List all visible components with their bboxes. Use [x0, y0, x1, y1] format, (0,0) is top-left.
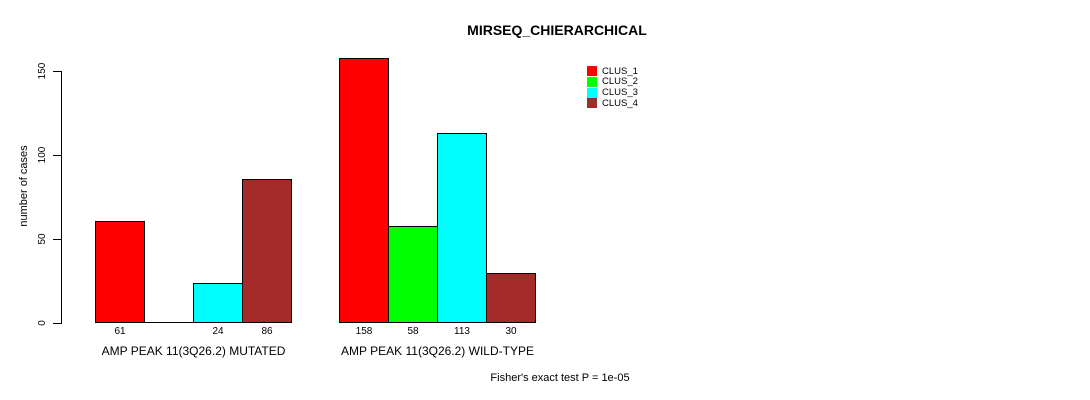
legend: CLUS_1 CLUS_2 CLUS_3 CLUS_4	[587, 66, 638, 109]
y-tick-label: 0	[37, 320, 48, 326]
x-axis-group-label: AMP PEAK 11(3Q26.2) MUTATED	[101, 344, 286, 358]
legend-item-clus_1: CLUS_1	[587, 66, 638, 77]
legend-label: CLUS_1	[602, 65, 638, 77]
y-tick-label: 100	[37, 146, 48, 164]
y-axis-tick	[53, 239, 61, 240]
bar-clus_3-group1	[193, 283, 243, 323]
y-axis-tick	[53, 155, 61, 156]
annotation-fisher-test: Fisher's exact test P = 1e-05	[490, 372, 630, 384]
legend-item-clus_2: CLUS_2	[587, 77, 638, 88]
legend-swatch-clus_1	[587, 66, 597, 77]
y-axis-tick	[53, 323, 61, 324]
bar-value-label: 158	[355, 326, 373, 337]
legend-swatch-clus_2	[587, 77, 597, 88]
bar-clus_3-group2	[437, 133, 487, 323]
x-axis-group-label: AMP PEAK 11(3Q26.2) WILD-TYPE	[341, 344, 534, 358]
bar-value-label: 58	[407, 326, 419, 337]
legend-swatch-clus_4	[587, 98, 597, 109]
y-tick-label: 150	[37, 62, 48, 80]
bar-value-label: 30	[505, 326, 517, 337]
bar-clus_4-group1	[242, 179, 292, 323]
y-tick-label: 50	[37, 233, 48, 245]
bar-clus_1-group1	[95, 221, 145, 323]
legend-swatch-clus_3	[587, 87, 597, 98]
bar-clus_2-group1	[144, 322, 194, 323]
legend-item-clus_4: CLUS_4	[587, 98, 638, 109]
chart-title: MIRSEQ_CHIERARCHICAL	[467, 22, 647, 38]
bar-clus_2-group2	[388, 226, 438, 323]
bar-value-label: 86	[261, 326, 273, 337]
bar-value-label: 24	[212, 326, 224, 337]
bar-value-label: 113	[454, 326, 470, 337]
y-axis-line	[61, 71, 62, 324]
bar-clus_4-group2	[486, 273, 536, 323]
legend-label: CLUS_4	[602, 97, 638, 109]
legend-label: CLUS_3	[602, 86, 638, 98]
legend-label: CLUS_2	[602, 76, 638, 88]
y-axis-tick	[53, 71, 61, 72]
bar-value-label: 61	[114, 326, 126, 337]
legend-item-clus_3: CLUS_3	[587, 87, 638, 98]
bar-clus_1-group2	[339, 58, 389, 323]
